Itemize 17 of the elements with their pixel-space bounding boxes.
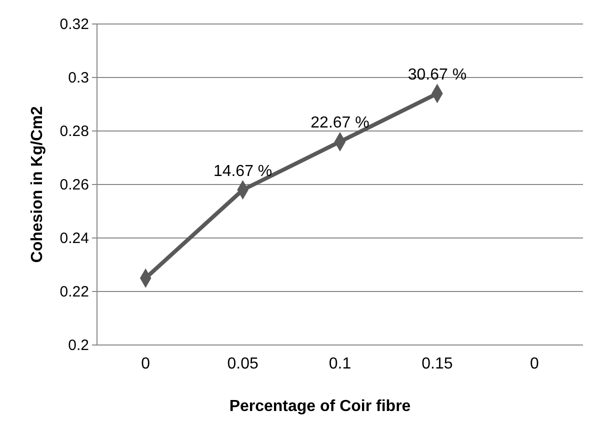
y-tick-label: 0.24 <box>60 230 89 247</box>
y-tick-label: 0.28 <box>60 122 89 140</box>
x-tick-label: 0 <box>530 355 539 372</box>
annotation: 30.67 % <box>408 66 467 84</box>
y-tick-label: 0.26 <box>60 176 89 194</box>
annotation: 14.67 % <box>213 162 272 180</box>
y-tick-label: 0.32 <box>60 16 89 33</box>
y-tick-label: 0.3 <box>68 69 89 86</box>
x-tick-label: 0.05 <box>227 355 258 372</box>
x-tick-label: 0.15 <box>422 355 453 372</box>
y-tick-label: 0.22 <box>60 283 89 300</box>
y-axis-title: Cohesion in Kg/Cm2 <box>29 106 46 263</box>
annotation: 22.67 % <box>310 114 370 132</box>
x-tick-label: 0 <box>141 355 150 372</box>
y-tick-label: 0.2 <box>68 336 89 354</box>
x-tick-label: 0.1 <box>328 355 352 372</box>
x-axis-title: Percentage of Coir fibre <box>229 398 411 415</box>
